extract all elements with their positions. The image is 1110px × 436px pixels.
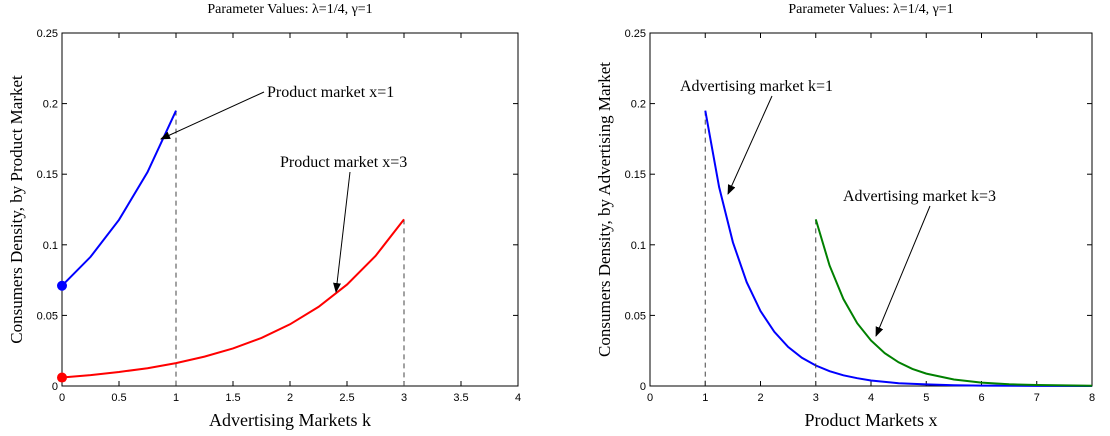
- y-tick-label: 0.25: [625, 28, 646, 40]
- series-line: [704, 110, 1093, 387]
- x-tick-label: 0: [647, 392, 653, 404]
- start-marker: [57, 280, 67, 291]
- series-line: [61, 218, 405, 379]
- y-tick-label: 0: [640, 381, 646, 393]
- x-tick-label: 3: [401, 392, 407, 404]
- annotation-arrow: [875, 205, 931, 337]
- x-axis-label: Product Markets x: [805, 410, 938, 430]
- y-tick-label: 0.15: [37, 169, 58, 181]
- y-tick-label: 0.1: [43, 240, 58, 252]
- x-tick-label: 1: [173, 392, 179, 404]
- y-tick-label: 0.25: [37, 28, 58, 40]
- x-axis-label: Advertising Markets k: [209, 410, 371, 430]
- annotation: Advertising market k=3: [843, 188, 996, 205]
- x-tick-label: 1.5: [225, 392, 240, 404]
- plot-area: [61, 32, 519, 387]
- series-line: [61, 110, 177, 287]
- x-tick-label: 2: [757, 392, 763, 404]
- x-tick-label: 4: [868, 392, 874, 404]
- start-marker: [57, 372, 67, 383]
- y-axis-label: Consumers Density, by Advertising Market: [595, 62, 614, 357]
- x-tick-label: 2: [287, 392, 293, 404]
- x-tick-label: 6: [978, 392, 984, 404]
- annotation-arrow: [727, 95, 773, 195]
- x-tick-label: 0: [59, 392, 65, 404]
- annotation: Product market x=3: [280, 154, 407, 171]
- y-tick-label: 0.2: [631, 99, 646, 111]
- y-tick-label: 0.2: [43, 99, 58, 111]
- y-tick-label: 0.15: [625, 169, 646, 181]
- x-tick-label: 3: [813, 392, 819, 404]
- y-axis-label: Consumers Density, by Product Market: [7, 75, 26, 344]
- x-tick-label: 4: [515, 392, 521, 404]
- annotation: Product market x=1: [267, 84, 394, 101]
- x-tick-label: 7: [1034, 392, 1040, 404]
- x-tick-label: 8: [1089, 392, 1095, 404]
- annotation-arrow: [333, 171, 351, 293]
- x-tick-label: 2.5: [339, 392, 354, 404]
- y-tick-label: 0.1: [631, 240, 646, 252]
- y-tick-label: 0.05: [37, 310, 58, 322]
- plot-area: [649, 32, 1093, 387]
- annotation-arrow: [160, 91, 265, 140]
- y-tick-label: 0.05: [625, 310, 646, 322]
- chart-title: Parameter Values: λ=1/4, γ=1: [207, 2, 372, 17]
- chart-title: Parameter Values: λ=1/4, γ=1: [788, 2, 953, 17]
- x-tick-label: 5: [923, 392, 929, 404]
- annotation: Advertising market k=1: [680, 78, 833, 95]
- y-tick-label: 0: [52, 381, 58, 393]
- x-tick-label: 0.5: [111, 392, 126, 404]
- series-line: [814, 219, 1093, 387]
- x-tick-label: 3.5: [453, 392, 468, 404]
- x-tick-label: 1: [702, 392, 708, 404]
